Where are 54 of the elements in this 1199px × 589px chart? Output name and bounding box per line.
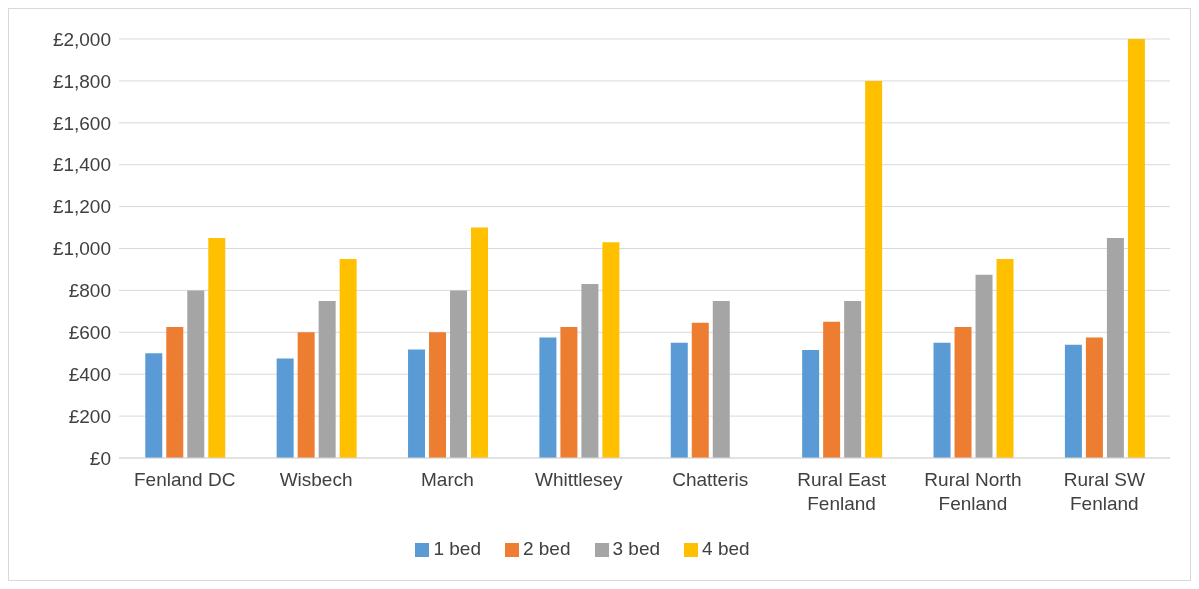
bar	[802, 350, 820, 458]
bar	[954, 327, 972, 458]
x-tick-label: Rural SW Fenland	[1063, 469, 1146, 514]
y-tick-label: £2,000	[52, 28, 111, 50]
x-tick-label: Wisbech	[279, 469, 353, 490]
bar	[996, 258, 1014, 458]
bar	[670, 342, 688, 458]
y-tick-label: £400	[68, 363, 111, 385]
bar	[581, 284, 599, 458]
bar	[408, 349, 426, 458]
bar	[145, 353, 163, 458]
y-tick-label: £800	[68, 280, 111, 302]
bar	[339, 258, 357, 458]
bar	[208, 238, 226, 458]
bar	[276, 358, 294, 458]
x-tick-label: Chatteris	[672, 469, 749, 490]
bar	[1085, 337, 1103, 458]
bar	[865, 80, 883, 458]
y-tick-label: £1,600	[52, 112, 111, 134]
bar	[429, 332, 447, 458]
bar	[933, 342, 951, 458]
bar	[560, 327, 578, 458]
legend-label: 2 bed	[522, 538, 571, 559]
legend-label: 1 bed	[433, 538, 481, 559]
x-tick-label: Rural North Fenland	[924, 469, 1022, 514]
bar	[1064, 344, 1082, 458]
y-tick-label: £1,000	[52, 238, 111, 260]
bar	[691, 322, 709, 458]
y-tick-label: £1,400	[52, 154, 111, 176]
bar	[823, 321, 841, 458]
legend-label: 4 bed	[702, 538, 750, 559]
bar	[166, 327, 184, 458]
bar	[539, 337, 557, 458]
bar	[450, 290, 468, 458]
bar	[975, 274, 993, 458]
legend-label: 3 bed	[612, 538, 661, 559]
bar	[187, 290, 205, 458]
bar	[602, 242, 620, 458]
bar	[471, 227, 489, 458]
x-tick-label: Rural East Fenland	[797, 469, 887, 514]
bar	[1106, 238, 1124, 458]
x-tick-label: Fenland DC	[133, 469, 236, 490]
y-tick-label: £600	[68, 322, 111, 344]
y-tick-label: £200	[68, 405, 111, 427]
bar	[712, 300, 730, 458]
x-tick-label: March	[421, 469, 474, 490]
x-tick-label: Whittlesey	[534, 469, 624, 490]
bar	[297, 332, 315, 458]
bar	[844, 300, 862, 458]
y-tick-label: £0	[89, 447, 111, 469]
y-tick-label: £1,800	[52, 70, 111, 92]
bar	[318, 300, 336, 458]
bar	[1127, 39, 1145, 458]
y-tick-label: £1,200	[52, 196, 111, 218]
